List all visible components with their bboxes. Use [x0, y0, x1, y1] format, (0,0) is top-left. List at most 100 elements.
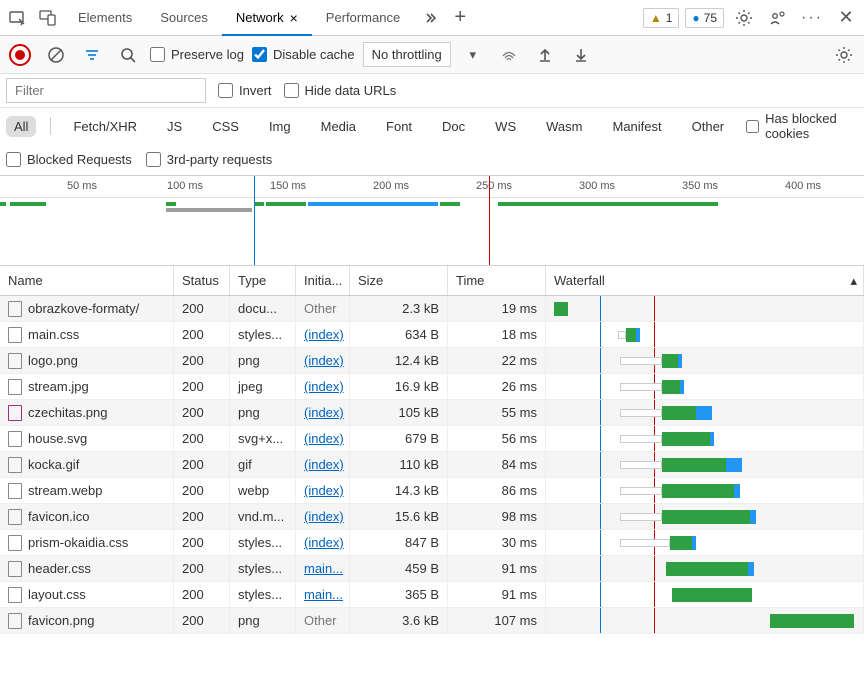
chip-js[interactable]: JS: [159, 116, 190, 137]
chip-doc[interactable]: Doc: [434, 116, 473, 137]
initiator-text: Other: [304, 301, 337, 316]
table-row[interactable]: favicon.ico200vnd.m...(index)15.6 kB98 m…: [0, 504, 864, 530]
ruler-tick: 50 ms: [67, 180, 97, 192]
messages-badge[interactable]: ● 75: [685, 8, 724, 28]
tabs: ElementsSourcesNetwork×Performance: [64, 0, 414, 36]
file-icon: [8, 613, 22, 629]
inspect-icon[interactable]: [4, 4, 32, 32]
chip-img[interactable]: Img: [261, 116, 299, 137]
filter-input[interactable]: [6, 78, 206, 103]
search-icon[interactable]: [114, 41, 142, 69]
table-row[interactable]: stream.webp200webp(index)14.3 kB86 ms: [0, 478, 864, 504]
upload-icon[interactable]: [531, 41, 559, 69]
table-row[interactable]: obrazkove-formaty/200docu...Other2.3 kB1…: [0, 296, 864, 322]
table-row[interactable]: house.svg200svg+x...(index)679 B56 ms: [0, 426, 864, 452]
initiator-link[interactable]: (index): [304, 327, 344, 342]
tab-network[interactable]: Network×: [222, 0, 312, 36]
tab-close-icon[interactable]: ×: [290, 10, 298, 26]
filter-icon[interactable]: [78, 41, 106, 69]
cell-size: 847 B: [350, 530, 448, 555]
throttling-select[interactable]: No throttling: [363, 42, 451, 67]
chip-font[interactable]: Font: [378, 116, 420, 137]
table-row[interactable]: prism-okaidia.css200styles...(index)847 …: [0, 530, 864, 556]
record-button[interactable]: [6, 41, 34, 69]
cell-status: 200: [174, 374, 230, 399]
initiator-link[interactable]: (index): [304, 379, 344, 394]
column-header-initia[interactable]: Initia...: [296, 266, 350, 295]
add-tab-icon[interactable]: +: [446, 4, 474, 32]
network-conditions-icon[interactable]: [495, 41, 523, 69]
has-blocked-cookies-checkbox[interactable]: Has blocked cookies: [746, 111, 858, 141]
tab-sources[interactable]: Sources: [146, 0, 222, 36]
top-tab-right: ▲ 1 ● 75 ··· ✕: [643, 4, 860, 32]
initiator-link[interactable]: (index): [304, 431, 344, 446]
table-row[interactable]: logo.png200png(index)12.4 kB22 ms: [0, 348, 864, 374]
table-row[interactable]: main.css200styles...(index)634 B18 ms: [0, 322, 864, 348]
chip-all[interactable]: All: [6, 116, 36, 137]
close-icon[interactable]: ✕: [832, 4, 860, 32]
table-row[interactable]: favicon.png200pngOther3.6 kB107 ms: [0, 608, 864, 634]
table-row[interactable]: layout.css200styles...main...365 B91 ms: [0, 582, 864, 608]
column-header-type[interactable]: Type: [230, 266, 296, 295]
blocked-requests-checkbox[interactable]: Blocked Requests: [6, 152, 132, 167]
more-tabs-icon[interactable]: [416, 4, 444, 32]
cell-status: 200: [174, 582, 230, 607]
third-party-checkbox[interactable]: 3rd-party requests: [146, 152, 273, 167]
initiator-link[interactable]: (index): [304, 483, 344, 498]
clear-button[interactable]: [42, 41, 70, 69]
chip-ws[interactable]: WS: [487, 116, 524, 137]
file-icon: [8, 431, 22, 447]
tab-elements[interactable]: Elements: [64, 0, 146, 36]
initiator-link[interactable]: (index): [304, 405, 344, 420]
invert-checkbox[interactable]: Invert: [218, 83, 272, 98]
throttling-dropdown-icon[interactable]: ▾: [459, 41, 487, 69]
table-row[interactable]: kocka.gif200gif(index)110 kB84 ms: [0, 452, 864, 478]
more-icon[interactable]: ···: [798, 4, 826, 32]
cell-time: 91 ms: [448, 582, 546, 607]
device-icon[interactable]: [34, 4, 62, 32]
initiator-link[interactable]: main...: [304, 587, 343, 602]
chip-css[interactable]: CSS: [204, 116, 247, 137]
column-header-size[interactable]: Size: [350, 266, 448, 295]
cell-waterfall: [546, 478, 864, 503]
chip-media[interactable]: Media: [313, 116, 364, 137]
initiator-link[interactable]: main...: [304, 561, 343, 576]
hide-data-urls-checkbox[interactable]: Hide data URLs: [284, 83, 397, 98]
cell-size: 105 kB: [350, 400, 448, 425]
tab-performance[interactable]: Performance: [312, 0, 414, 36]
cell-name: czechitas.png: [0, 400, 174, 425]
preserve-log-label: Preserve log: [171, 47, 244, 62]
chip-other[interactable]: Other: [684, 116, 733, 137]
requests-table: NameStatusTypeInitia...SizeTimeWaterfall…: [0, 266, 864, 634]
column-header-name[interactable]: Name: [0, 266, 174, 295]
settings-icon[interactable]: [730, 4, 758, 32]
download-icon[interactable]: [567, 41, 595, 69]
cell-type: webp: [230, 478, 296, 503]
ruler-tick: 200 ms: [373, 180, 409, 192]
initiator-link[interactable]: (index): [304, 457, 344, 472]
column-header-waterfall[interactable]: Waterfall: [546, 266, 864, 295]
table-row[interactable]: header.css200styles...main...459 B91 ms: [0, 556, 864, 582]
settings2-icon[interactable]: [830, 41, 858, 69]
warning-icon: ▲: [650, 11, 662, 25]
timeline-overview[interactable]: 50 ms100 ms150 ms200 ms250 ms300 ms350 m…: [0, 176, 864, 266]
chip-fetchxhr[interactable]: Fetch/XHR: [65, 116, 145, 137]
column-header-status[interactable]: Status: [174, 266, 230, 295]
column-header-time[interactable]: Time: [448, 266, 546, 295]
issues-badge[interactable]: ▲ 1: [643, 8, 680, 28]
account-icon[interactable]: [764, 4, 792, 32]
table-row[interactable]: stream.jpg200jpeg(index)16.9 kB26 ms: [0, 374, 864, 400]
message-icon: ●: [692, 11, 699, 25]
preserve-log-checkbox[interactable]: Preserve log: [150, 47, 244, 62]
file-icon: [8, 405, 22, 421]
table-row[interactable]: czechitas.png200png(index)105 kB55 ms: [0, 400, 864, 426]
initiator-link[interactable]: (index): [304, 509, 344, 524]
chip-manifest[interactable]: Manifest: [604, 116, 669, 137]
chip-wasm[interactable]: Wasm: [538, 116, 590, 137]
cell-size: 12.4 kB: [350, 348, 448, 373]
cell-initiator: (index): [296, 452, 350, 477]
initiator-link[interactable]: (index): [304, 535, 344, 550]
cell-time: 91 ms: [448, 556, 546, 581]
initiator-link[interactable]: (index): [304, 353, 344, 368]
disable-cache-checkbox[interactable]: Disable cache: [252, 47, 355, 62]
